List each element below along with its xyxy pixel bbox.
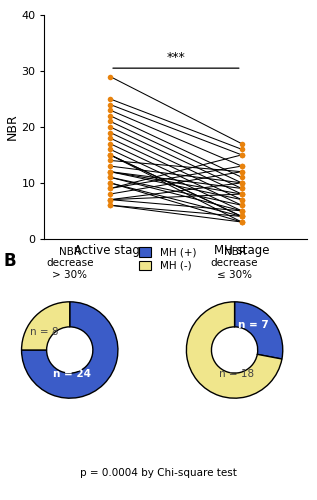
Wedge shape [235, 302, 283, 359]
Point [239, 184, 244, 192]
Point [239, 212, 244, 220]
Text: p = 0.0004 by Chi-square test: p = 0.0004 by Chi-square test [80, 468, 237, 477]
Point [107, 168, 113, 175]
Text: n = 7: n = 7 [237, 320, 268, 330]
Point [239, 179, 244, 187]
Point [107, 134, 113, 142]
Point [107, 140, 113, 147]
Point [107, 118, 113, 126]
Text: B: B [3, 252, 16, 270]
Point [239, 207, 244, 215]
Legend: MH (+), MH (-): MH (+), MH (-) [137, 245, 198, 273]
Point [107, 123, 113, 131]
Point [107, 106, 113, 114]
Point [239, 168, 244, 175]
Point [107, 190, 113, 198]
Point [239, 184, 244, 192]
Point [107, 100, 113, 108]
Point [107, 151, 113, 159]
Wedge shape [22, 302, 118, 398]
Text: n = 24: n = 24 [53, 369, 91, 379]
Point [239, 218, 244, 226]
Text: n = 8: n = 8 [30, 326, 59, 336]
Point [107, 179, 113, 187]
Text: ***: *** [166, 50, 185, 64]
Point [239, 196, 244, 203]
Point [107, 174, 113, 182]
Point [239, 190, 244, 198]
Text: n = 18: n = 18 [219, 369, 255, 379]
Point [239, 168, 244, 175]
Point [239, 190, 244, 198]
Point [239, 201, 244, 209]
Point [239, 218, 244, 226]
Point [239, 140, 244, 147]
Point [107, 151, 113, 159]
Point [239, 179, 244, 187]
Point [239, 151, 244, 159]
Point [107, 196, 113, 203]
Point [107, 146, 113, 154]
Point [239, 212, 244, 220]
Point [107, 201, 113, 209]
Point [239, 207, 244, 215]
Point [239, 201, 244, 209]
Point [107, 151, 113, 159]
Text: NBR
decrease
> 30%: NBR decrease > 30% [46, 247, 94, 280]
Point [107, 168, 113, 175]
Point [107, 196, 113, 203]
Point [239, 162, 244, 170]
Point [239, 218, 244, 226]
Point [107, 179, 113, 187]
Point [239, 207, 244, 215]
Point [107, 196, 113, 203]
Point [239, 151, 244, 159]
Point [239, 196, 244, 203]
Point [107, 72, 113, 80]
Wedge shape [22, 302, 70, 350]
Point [107, 184, 113, 192]
Point [239, 179, 244, 187]
Point [239, 190, 244, 198]
Point [239, 174, 244, 182]
Point [107, 128, 113, 136]
Point [107, 162, 113, 170]
Wedge shape [186, 302, 282, 398]
Point [107, 156, 113, 164]
Point [239, 162, 244, 170]
Point [107, 168, 113, 175]
Point [239, 212, 244, 220]
Point [239, 146, 244, 154]
Point [107, 174, 113, 182]
Point [107, 112, 113, 120]
Point [239, 212, 244, 220]
Y-axis label: NBR: NBR [5, 114, 18, 140]
Text: NBR
decrease
≤ 30%: NBR decrease ≤ 30% [211, 247, 258, 280]
Point [107, 95, 113, 103]
Point [107, 184, 113, 192]
Point [107, 201, 113, 209]
